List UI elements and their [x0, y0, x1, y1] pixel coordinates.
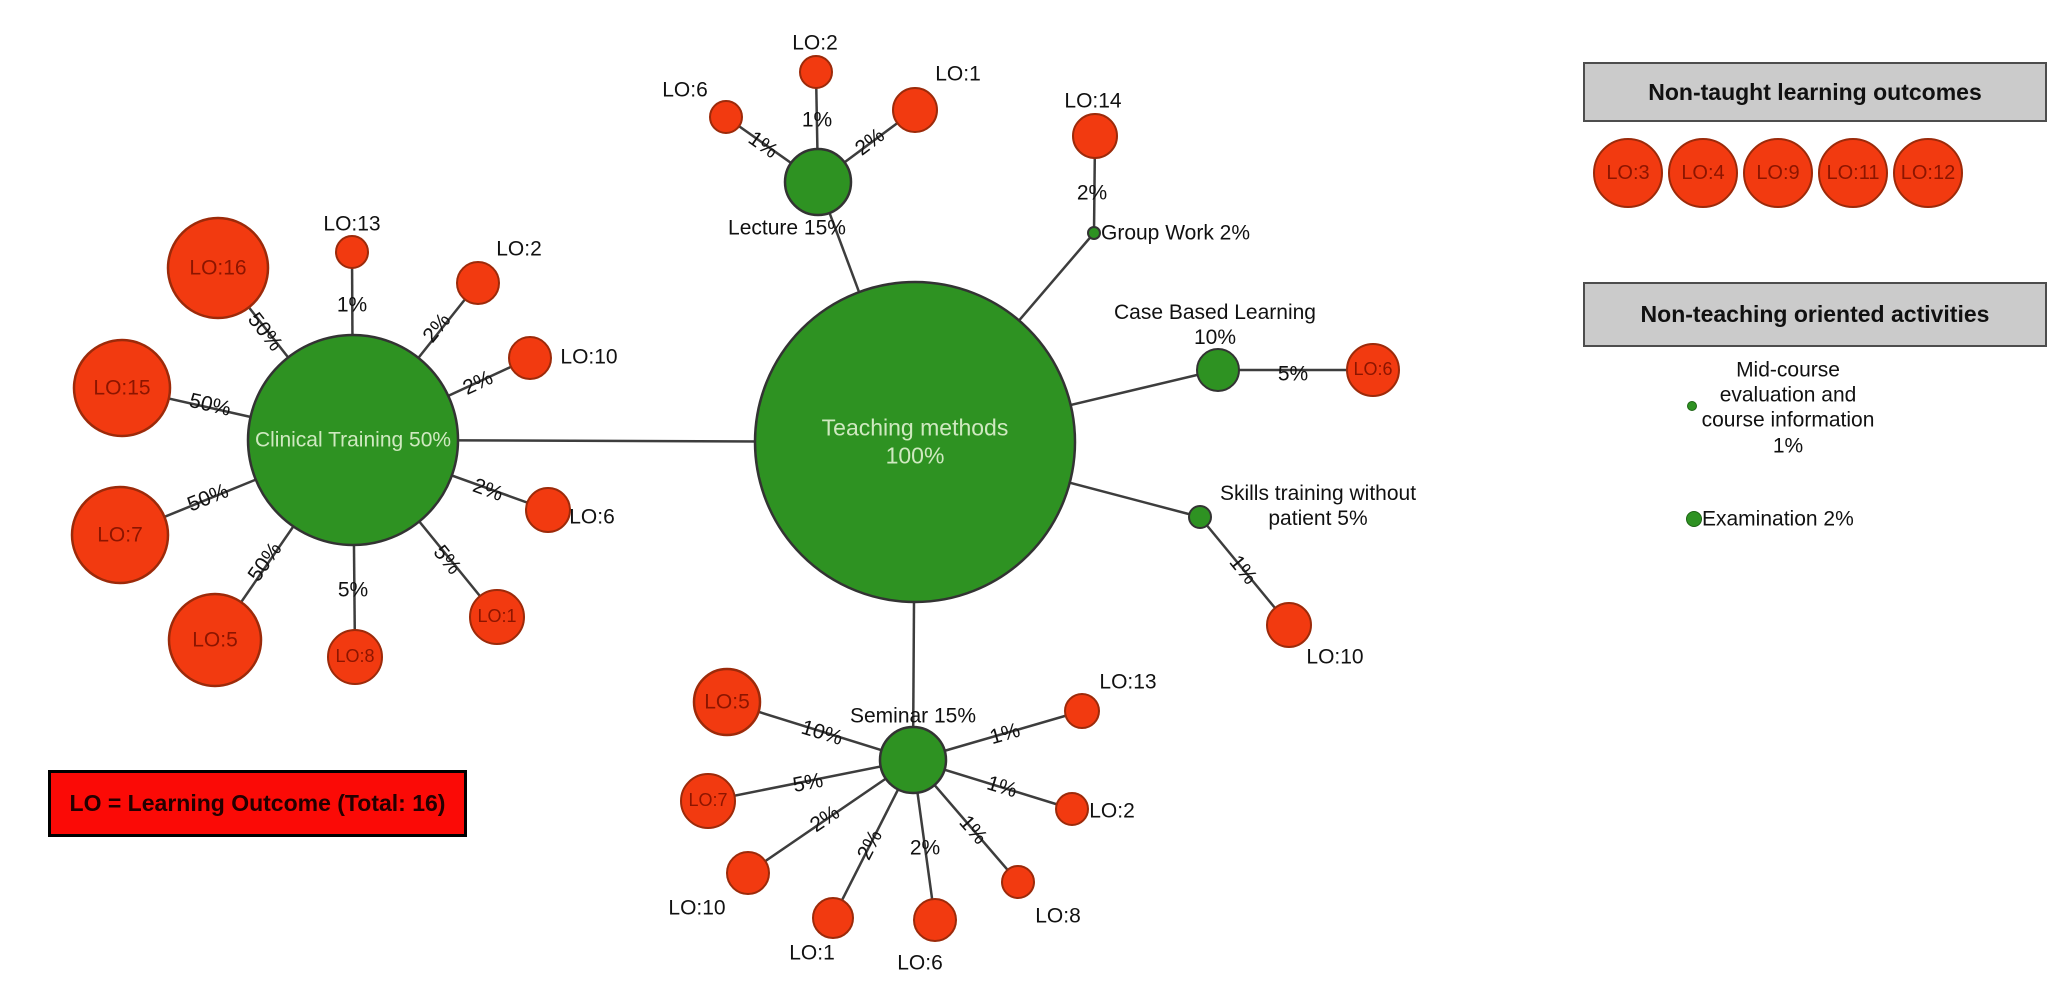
node-c-lo10	[508, 336, 552, 380]
node-l-lo2	[799, 55, 833, 89]
node-g-lo14	[1072, 113, 1118, 159]
activity-dot-icon	[1687, 401, 1697, 411]
node-lecture	[783, 147, 853, 217]
node-l-lo1	[892, 87, 938, 133]
node-c-lo5	[167, 592, 263, 688]
node-s-lo7	[680, 773, 736, 829]
node-teaching	[753, 280, 1077, 604]
node-s-lo5	[692, 667, 762, 737]
legend-text: LO = Learning Outcome (Total: 16)	[69, 790, 446, 816]
activity-dot-icon	[1686, 511, 1702, 527]
non-taught-outcome-lo-12: LO:12	[1893, 138, 1963, 208]
node-s-lo10	[726, 851, 770, 895]
node-c-lo2	[456, 261, 500, 305]
non-taught-outcomes-title: Non-taught learning outcomes	[1648, 78, 1982, 105]
node-k-lo10	[1266, 602, 1312, 648]
node-c-lo7	[70, 485, 170, 585]
non-taught-outcomes-header: Non-taught learning outcomes	[1583, 62, 2047, 122]
node-s-lo13	[1064, 693, 1100, 729]
non-taught-outcome-lo-4: LO:4	[1668, 138, 1738, 208]
node-clinical	[246, 333, 460, 547]
node-c-lo8	[327, 629, 383, 685]
non-taught-outcome-lo-9: LO:9	[1743, 138, 1813, 208]
node-s-lo2	[1055, 792, 1089, 826]
node-l-lo6	[709, 100, 743, 134]
edge-seminar-s-lo7	[707, 758, 914, 803]
non-teaching-activities-header: Non-teaching oriented activities	[1583, 282, 2047, 347]
node-c-lo15	[72, 338, 172, 438]
non-taught-outcomes-list: LO:3 LO:4 LO:9 LO:11 LO:12	[1593, 138, 1963, 208]
node-s-lo1	[812, 897, 854, 939]
node-c-lo16	[166, 216, 270, 320]
node-b-lo6	[1346, 343, 1400, 397]
node-s-lo6	[913, 898, 957, 942]
edge-skills-k-lo10	[1199, 516, 1290, 626]
node-skills	[1188, 505, 1212, 529]
non-teaching-activities-title: Non-teaching oriented activities	[1640, 301, 1990, 327]
node-c-lo6	[525, 487, 571, 533]
node-c-lo13	[335, 235, 369, 269]
non-taught-outcome-lo-3: LO:3	[1593, 138, 1663, 208]
node-seminar	[878, 725, 948, 795]
node-groupwork	[1087, 226, 1101, 240]
legend-box: LO = Learning Outcome (Total: 16)	[48, 770, 467, 837]
node-cbl	[1196, 348, 1240, 392]
non-taught-outcome-lo-11: LO:11	[1818, 138, 1888, 208]
node-s-lo8	[1001, 865, 1035, 899]
node-c-lo1	[469, 589, 525, 645]
